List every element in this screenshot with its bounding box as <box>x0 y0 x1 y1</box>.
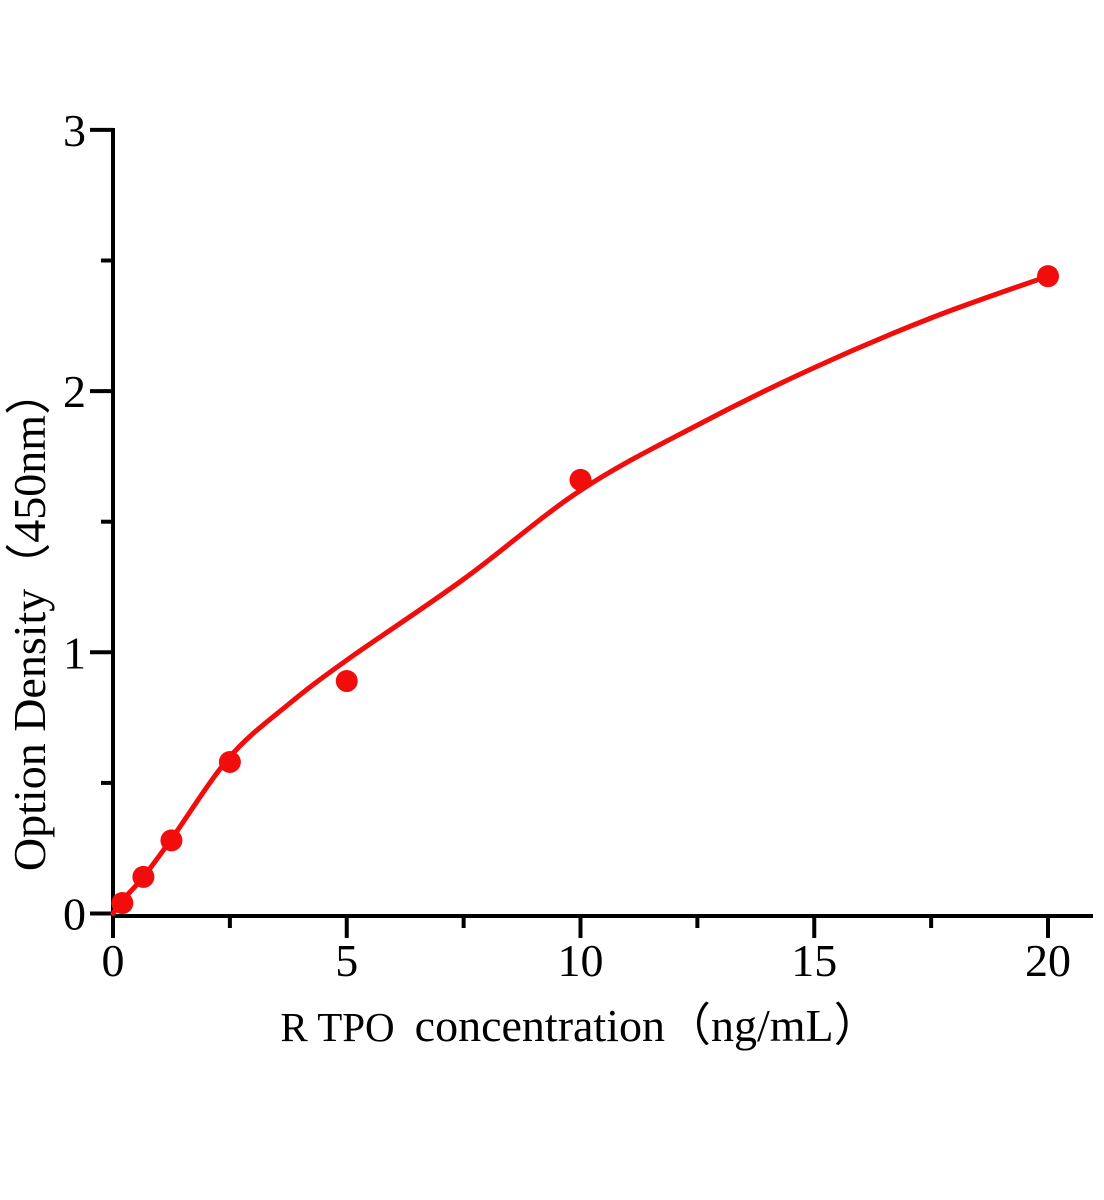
data-point <box>1037 265 1059 288</box>
data-point <box>335 670 358 693</box>
x-tick-label: 15 <box>791 935 837 986</box>
data-point <box>569 468 592 491</box>
y-tick-label: 3 <box>63 105 86 156</box>
x-axis-title: R TPO concentration（ng/mL） <box>280 1000 879 1051</box>
y-tick-label: 0 <box>63 889 86 940</box>
y-tick-label: 2 <box>63 366 86 417</box>
fitted-curve <box>110 273 1051 916</box>
y-axis-title: Option Density（450nm） <box>4 369 55 871</box>
ticks-layer: 0 5 10 15 20 0 1 2 3 <box>63 105 1071 986</box>
data-point <box>160 829 183 852</box>
x-tick-label: 20 <box>1025 935 1071 986</box>
x-tick-label: 5 <box>335 935 358 986</box>
data-point <box>132 865 155 888</box>
series-layer <box>110 265 1059 916</box>
x-axis-title-rest: concentration（ng/mL） <box>415 1000 880 1051</box>
x-tick-label: 10 <box>558 935 604 986</box>
x-tick-label: 0 <box>102 935 125 986</box>
y-tick-label: 1 <box>63 627 86 678</box>
data-point <box>111 892 134 915</box>
data-point <box>218 751 241 774</box>
x-axis-title-prefix: R TPO <box>280 1004 394 1050</box>
